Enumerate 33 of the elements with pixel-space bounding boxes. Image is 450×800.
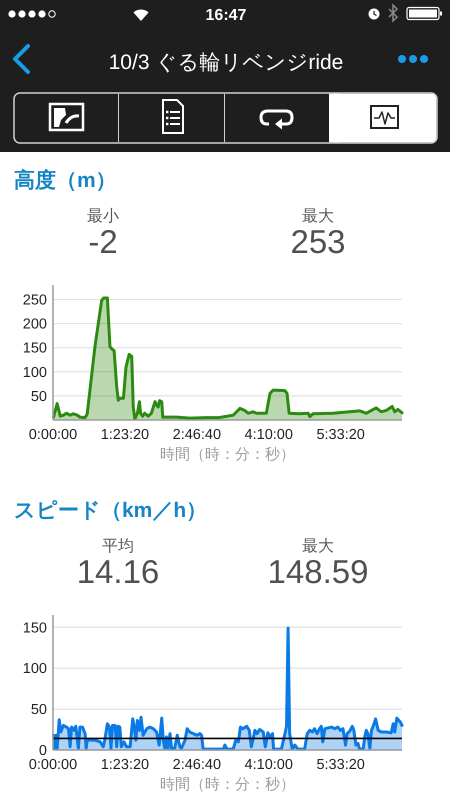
y-tick-label: 150 bbox=[22, 340, 47, 357]
x-axis-title: 時間（時：分：秒） bbox=[160, 776, 295, 793]
text: 14.16 bbox=[76, 553, 160, 590]
x-tick-label: 1:23:20 bbox=[100, 427, 150, 443]
y-tick-label: 150 bbox=[22, 620, 47, 636]
text: 平均 bbox=[102, 538, 134, 555]
x-tick-label: 0:00:00 bbox=[28, 427, 78, 443]
chart-title: 高度（m） bbox=[14, 168, 117, 192]
y-tick-label: 200 bbox=[22, 316, 47, 333]
x-tick-label: 5:33:20 bbox=[316, 427, 365, 443]
x-tick-label: 2:46:40 bbox=[172, 757, 222, 773]
y-tick-label: 0 bbox=[38, 743, 47, 759]
text: 最大 bbox=[302, 207, 334, 225]
x-tick-label: 0:00:00 bbox=[28, 757, 78, 773]
x-tick-label: 4:10:00 bbox=[244, 757, 293, 773]
text: 最小 bbox=[87, 207, 119, 225]
x-tick-label: 1:23:20 bbox=[100, 757, 150, 773]
text: -2 bbox=[88, 223, 118, 260]
x-axis-title: 時間（時：分：秒） bbox=[160, 446, 295, 463]
x-tick-label: 5:33:20 bbox=[316, 757, 365, 773]
x-tick-label: 4:10:00 bbox=[244, 427, 293, 443]
y-tick-label: 100 bbox=[22, 661, 47, 678]
text: 253 bbox=[290, 223, 346, 260]
text: 10/3 ぐる輪リベンジride bbox=[108, 51, 344, 74]
text: 148.59 bbox=[268, 553, 368, 590]
y-tick-label: 100 bbox=[22, 364, 47, 381]
y-tick-label: 50 bbox=[30, 388, 47, 405]
y-tick-label: 50 bbox=[30, 702, 47, 718]
text: 最大 bbox=[302, 537, 334, 555]
chart-title: スピード（km／h） bbox=[14, 499, 208, 522]
x-tick-label: 2:46:40 bbox=[172, 427, 222, 443]
text: 16:47 bbox=[206, 7, 247, 24]
y-tick-label: 250 bbox=[22, 292, 47, 308]
